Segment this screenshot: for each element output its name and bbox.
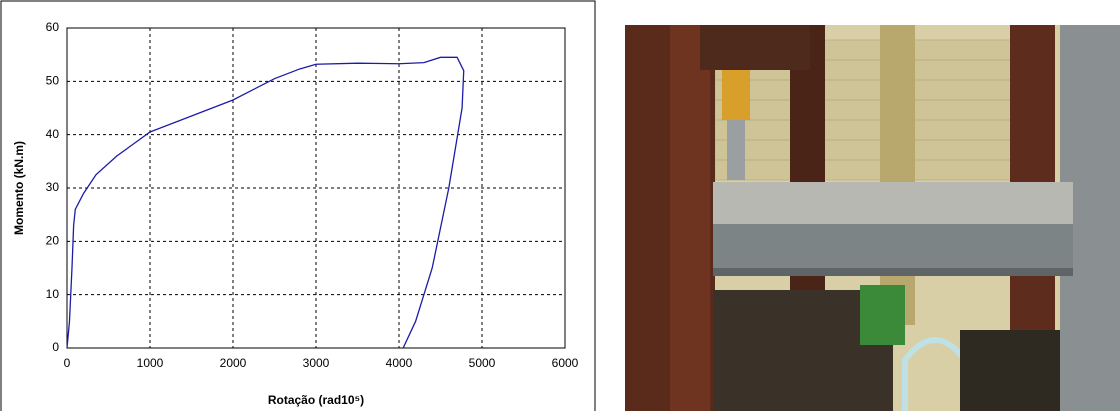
y-tick-label: 40 — [46, 127, 60, 141]
y-tick-label: 60 — [46, 20, 60, 34]
photo — [625, 25, 1120, 411]
x-tick-label: 0 — [64, 356, 71, 370]
x-tick-label: 3000 — [303, 356, 330, 370]
x-tick-label: 6000 — [552, 356, 579, 370]
chart-frame — [0, 0, 596, 414]
y-tick-label: 50 — [46, 74, 60, 88]
x-tick-label: 2000 — [220, 356, 247, 370]
y-tick-label: 10 — [46, 287, 60, 301]
y-tick-label: 0 — [52, 340, 59, 354]
y-tick-label: 20 — [46, 234, 60, 248]
data-line — [66, 56, 465, 349]
x-tick-label: 5000 — [469, 356, 496, 370]
plot-frame — [66, 27, 566, 349]
x-tick-label: 4000 — [386, 356, 413, 370]
x-tick-label: 1000 — [137, 356, 164, 370]
x-axis-label: Rotação (rad10⁵) — [268, 393, 364, 407]
y-axis-label: Momento (kN.m) — [12, 141, 26, 235]
y-tick-label: 30 — [46, 180, 60, 194]
